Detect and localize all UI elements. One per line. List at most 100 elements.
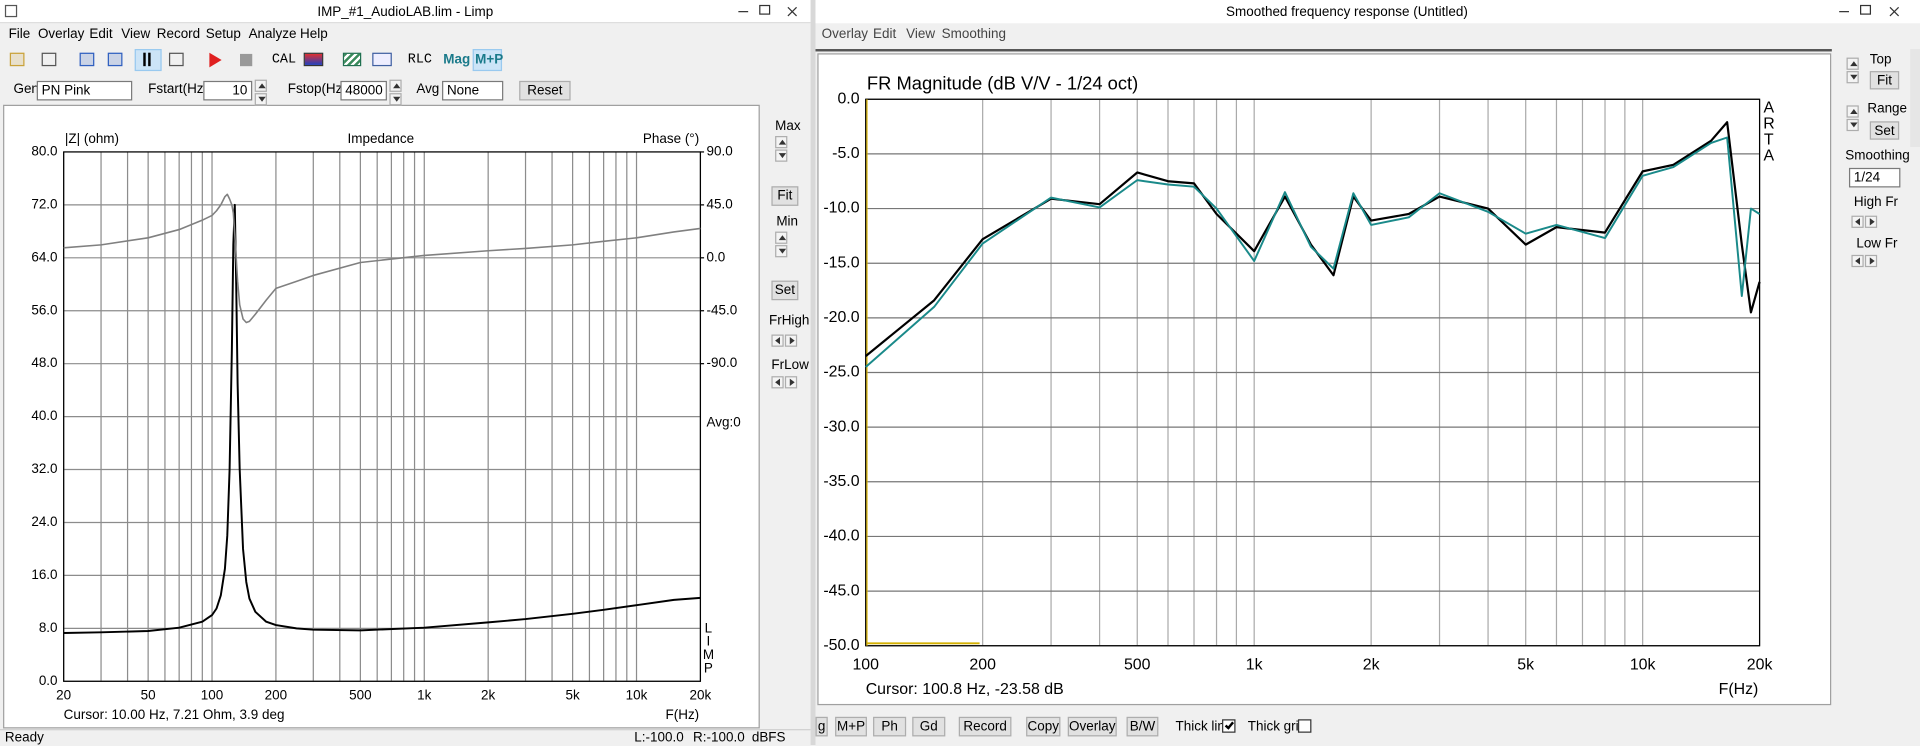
scrollbar (1910, 49, 1920, 148)
menu-item: Smoothing (941, 26, 1007, 42)
y-tick-label: 0.0 (39, 673, 58, 688)
y2-tick-label: 90.0 (707, 144, 733, 159)
x-tick-label: 50 (141, 688, 156, 703)
toolbar-button[interactable]: Copy (1026, 716, 1061, 737)
spin-up[interactable] (1846, 105, 1859, 118)
toolbar-text: RLC (407, 52, 433, 68)
data-line (63, 203, 701, 634)
min-label: Min (776, 214, 799, 230)
x-tick-label: 200 (265, 688, 287, 703)
spin-up[interactable] (775, 231, 788, 244)
toolbar-button[interactable]: B/W (1126, 716, 1159, 737)
smoothing-select[interactable]: 1/24 (1848, 167, 1901, 188)
arrow-left[interactable] (771, 334, 784, 347)
toolbar-icon (303, 52, 324, 67)
toolbar-icon (41, 52, 57, 67)
annotation: Avg:0 (707, 414, 741, 429)
x-tick-label: 2k (481, 688, 495, 703)
toolbar-icon (168, 52, 184, 67)
y-tick-label: 72.0 (31, 196, 57, 211)
arrow-right[interactable] (784, 334, 798, 347)
reset-button[interactable]: Reset (519, 80, 571, 101)
spin-down[interactable] (389, 93, 402, 106)
x-tick-label: 5k (1517, 657, 1534, 674)
plot-frame (865, 98, 1761, 647)
avg-select[interactable]: None (442, 80, 504, 101)
spin-down[interactable] (775, 149, 788, 162)
spin-down[interactable] (775, 245, 788, 258)
toolbar-icon (143, 52, 146, 67)
toolbar-button[interactable]: M+P (835, 716, 867, 737)
separator (810, 0, 816, 746)
toolbar-icon (107, 52, 123, 67)
spin-down[interactable] (1846, 118, 1859, 132)
window-title: IMP_#1_AudioLAB.lim - Limp (317, 4, 494, 20)
arrow-right[interactable] (1864, 215, 1878, 228)
spin-up[interactable] (775, 136, 788, 149)
fit-button[interactable]: Fit (771, 186, 799, 206)
toolbar-button[interactable]: Overlay (1067, 716, 1117, 737)
set-button[interactable]: Set (1869, 121, 1900, 140)
menu-item: Record (156, 26, 201, 42)
chart-panel (817, 53, 1832, 706)
y-axis-label: |Z| (ohm) (65, 131, 119, 146)
menu-item: File (8, 26, 31, 42)
plot-frame (63, 151, 702, 682)
spin-up[interactable] (254, 79, 267, 92)
checkbox[interactable] (1297, 719, 1312, 733)
checkbox[interactable] (1222, 719, 1236, 733)
y-tick-label: 32.0 (31, 461, 57, 476)
fstart-label: Fstart(Hz) (148, 82, 209, 97)
spin-down[interactable] (254, 93, 267, 106)
y-tick-label: 48.0 (31, 355, 57, 370)
arrow-left[interactable] (1851, 215, 1864, 228)
fit-button[interactable]: Fit (1869, 71, 1900, 90)
toolbar-text: CAL (271, 52, 297, 68)
x-tick-label: 2k (1363, 657, 1380, 674)
x-tick-label: 500 (1124, 657, 1151, 674)
toolbar-text: Mag (443, 52, 471, 68)
highfr-label: High Fr (1853, 194, 1899, 210)
x-tick-label: 500 (349, 688, 371, 703)
toolbar-icon (148, 52, 151, 67)
menu-item: Edit (873, 26, 897, 42)
toolbar-button[interactable]: Record (958, 716, 1012, 737)
gen-select[interactable]: PN Pink (36, 80, 133, 101)
set-button[interactable]: Set (771, 280, 799, 301)
minimize (738, 11, 749, 13)
y2-tick-label: -45.0 (707, 302, 738, 317)
fstop-input[interactable]: 48000 (340, 80, 387, 101)
arrow-right[interactable] (1864, 254, 1878, 268)
arrow-left[interactable] (1851, 254, 1864, 268)
menu-item: Overlay (37, 26, 85, 42)
arrow-right[interactable] (784, 376, 798, 389)
x-tick-label: 100 (852, 657, 879, 674)
spin-down[interactable] (1846, 71, 1859, 84)
arrow-left[interactable] (771, 376, 784, 389)
toolbar-icon (9, 52, 25, 67)
spin-up[interactable] (1846, 57, 1859, 70)
frhigh-label: FrHigh (768, 313, 810, 329)
status-bar (0, 729, 811, 745)
toolbar-button[interactable]: g (815, 716, 828, 737)
y2-tick-label: 45.0 (707, 196, 733, 211)
toolbar-button[interactable]: Gd (912, 716, 946, 737)
menu-rule (815, 49, 1832, 52)
maximize (1860, 4, 1872, 15)
toolbar-button[interactable]: Ph (873, 716, 907, 737)
spin-up[interactable] (389, 79, 402, 92)
check-mark (1224, 719, 1235, 730)
menu-item: Setup (205, 26, 241, 42)
y-tick-label: -20.0 (823, 309, 859, 326)
toolbar-icon (342, 52, 362, 67)
title-bar (0, 0, 811, 24)
data-line (865, 136, 1761, 368)
y2-axis-label: Phase (°) (643, 131, 699, 146)
fstart-input[interactable]: 10 (203, 80, 253, 101)
menu-item: View (121, 26, 151, 42)
x-tick-label: 1k (417, 688, 431, 703)
y-tick-label: -40.0 (823, 528, 859, 545)
status-right: R:-100.0 (693, 730, 745, 746)
toolbar-icon (79, 52, 95, 67)
title-bar (815, 0, 1920, 24)
